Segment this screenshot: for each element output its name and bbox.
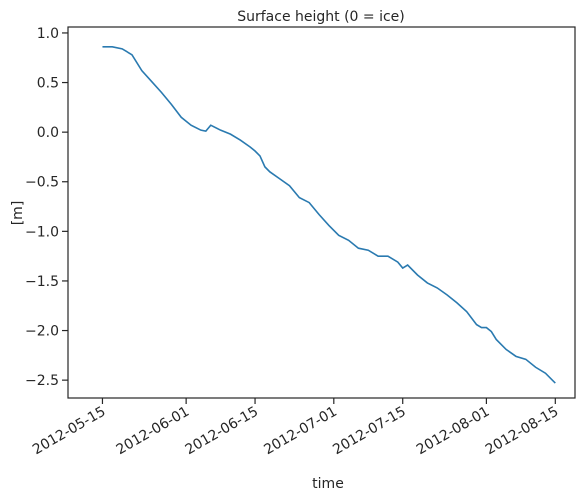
x-axis-label: time — [312, 476, 344, 492]
x-tick-label: 2012-07-01 — [261, 404, 339, 459]
line — [102, 46, 556, 384]
y-tick-label: 1.0 — [37, 26, 59, 42]
y-tick-label: −1.5 — [25, 274, 59, 290]
y-tick-label: −0.5 — [25, 175, 59, 191]
y-tick-label: −1.0 — [25, 224, 59, 240]
x-tick-label: 2012-06-15 — [183, 404, 261, 459]
plot-frame — [67, 26, 576, 399]
x-tick-label: 2012-08-01 — [414, 404, 492, 459]
y-axis-label: [m] — [10, 201, 26, 226]
y-tick-label: −2.5 — [25, 373, 59, 389]
y-tick-label: −2.0 — [25, 324, 59, 340]
x-tick-label: 2012-07-15 — [330, 404, 408, 459]
y-tick-label: 0.5 — [37, 76, 59, 92]
y-tick-label: 0.0 — [37, 125, 59, 141]
x-tick-label: 2012-05-15 — [30, 404, 108, 459]
x-tick-label: 2012-08-15 — [483, 404, 561, 459]
chart-title: Surface height (0 = ice) — [237, 9, 405, 25]
x-tick-label: 2012-06-01 — [114, 404, 192, 459]
